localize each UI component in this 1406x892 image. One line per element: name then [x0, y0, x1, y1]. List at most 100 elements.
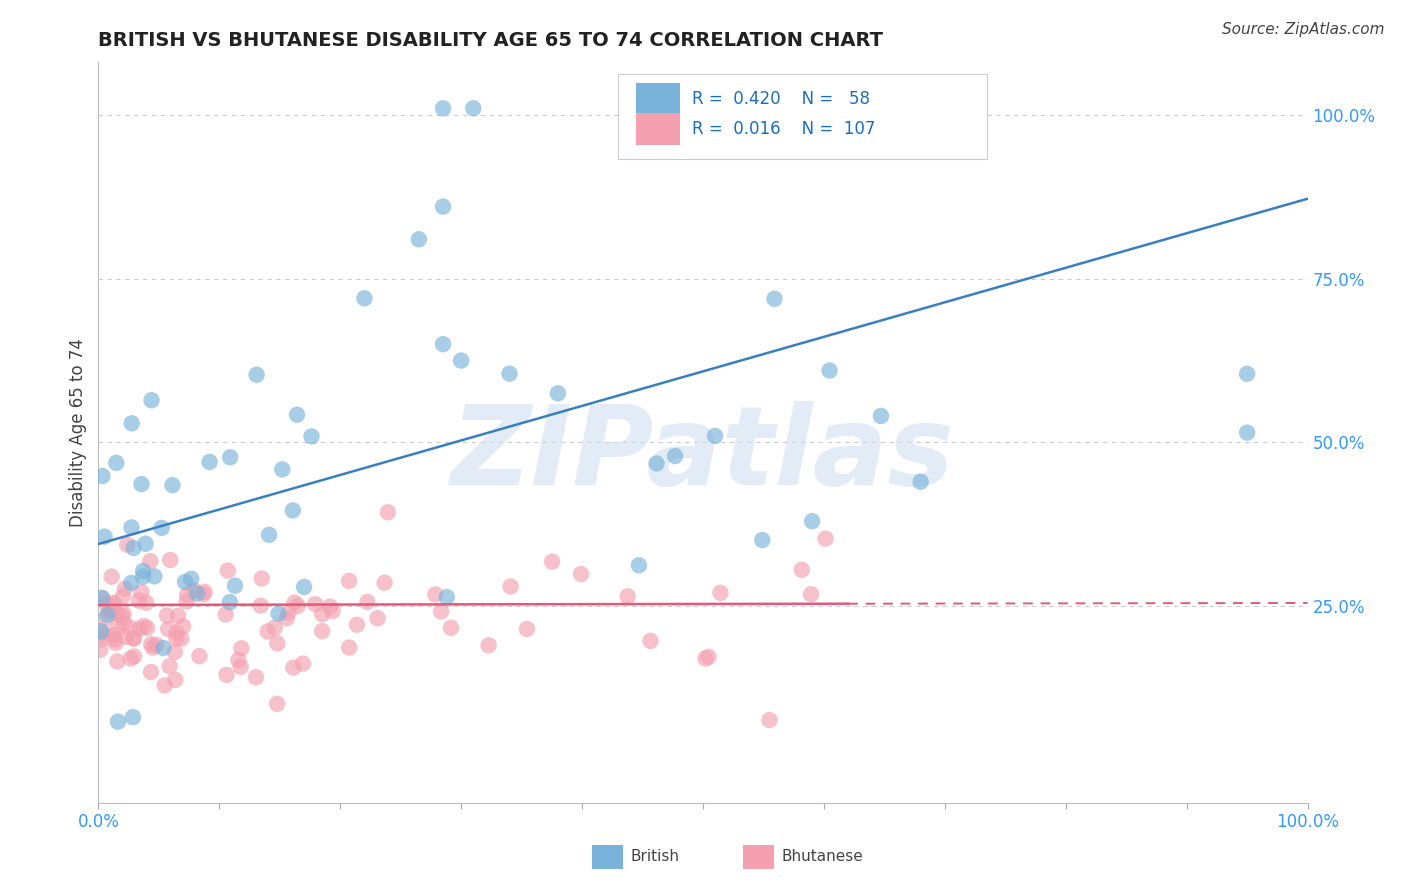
Point [1236, 367, 1258, 381]
Point [432, 337, 454, 351]
Point [111, 590, 134, 604]
Point [188, 649, 211, 664]
Point [367, 611, 389, 625]
Point [1236, 425, 1258, 440]
Point [131, 585, 153, 599]
Point [263, 621, 285, 635]
Point [107, 622, 129, 636]
Point [356, 595, 378, 609]
Point [291, 657, 314, 671]
Point [319, 599, 342, 614]
Point [135, 596, 157, 610]
Point [541, 555, 564, 569]
Point [547, 386, 569, 401]
Point [136, 621, 159, 635]
Point [616, 590, 638, 604]
Point [276, 611, 298, 625]
Point [114, 582, 136, 596]
Point [266, 697, 288, 711]
Point [186, 586, 208, 600]
Point [758, 713, 780, 727]
Point [159, 553, 181, 567]
Text: Source: ZipAtlas.com: Source: ZipAtlas.com [1222, 22, 1385, 37]
Point [516, 622, 538, 636]
Point [139, 665, 162, 679]
Point [627, 558, 650, 573]
Point [122, 541, 145, 555]
Point [249, 599, 271, 613]
Point [801, 514, 824, 528]
Point [285, 408, 308, 422]
FancyBboxPatch shape [637, 112, 681, 145]
Point [463, 101, 485, 115]
Point [408, 232, 430, 246]
Point [142, 640, 165, 655]
Point [91, 591, 114, 605]
Point [430, 604, 453, 618]
Point [150, 521, 173, 535]
Text: BRITISH VS BHUTANESE DISABILITY AGE 65 TO 74 CORRELATION CHART: BRITISH VS BHUTANESE DISABILITY AGE 65 T… [98, 30, 883, 50]
Point [283, 596, 305, 610]
Point [121, 520, 143, 534]
Point [311, 607, 333, 622]
Point [229, 660, 252, 674]
Point [436, 590, 458, 604]
Point [709, 586, 731, 600]
Point [105, 456, 128, 470]
Point [96, 598, 118, 612]
Point [93, 627, 115, 641]
Point [94, 612, 117, 626]
Point [283, 661, 305, 675]
Point [910, 475, 932, 489]
Point [114, 630, 136, 644]
Point [287, 599, 309, 613]
Point [704, 429, 727, 443]
Point [353, 291, 375, 305]
Point [156, 608, 179, 623]
Point [224, 579, 246, 593]
Point [152, 641, 174, 656]
Point [128, 593, 150, 607]
Point [165, 632, 187, 646]
Point [141, 637, 163, 651]
Point [104, 636, 127, 650]
Point [337, 574, 360, 588]
Point [172, 619, 194, 633]
Point [165, 673, 187, 687]
Point [228, 653, 250, 667]
Point [763, 292, 786, 306]
Point [498, 367, 520, 381]
Text: British: British [630, 849, 679, 864]
Point [121, 417, 143, 431]
Point [115, 538, 138, 552]
Point [664, 449, 686, 463]
Point [432, 101, 454, 115]
Point [96, 607, 118, 622]
Point [143, 569, 166, 583]
Point [245, 670, 267, 684]
Point [180, 572, 202, 586]
Point [640, 634, 662, 648]
FancyBboxPatch shape [637, 83, 681, 116]
Point [105, 607, 128, 621]
Point [122, 710, 145, 724]
Point [301, 429, 323, 443]
Point [170, 632, 193, 646]
Point [277, 606, 299, 620]
Point [245, 368, 267, 382]
Point [90, 591, 112, 606]
Point [432, 200, 454, 214]
Point [120, 651, 142, 665]
Point [131, 477, 153, 491]
Point [111, 608, 134, 623]
Point [697, 649, 720, 664]
Point [217, 564, 239, 578]
FancyBboxPatch shape [619, 73, 987, 159]
Point [122, 649, 145, 664]
Point [215, 607, 238, 622]
Point [90, 624, 112, 639]
Y-axis label: Disability Age 65 to 74: Disability Age 65 to 74 [69, 338, 87, 527]
Point [337, 640, 360, 655]
Point [292, 580, 315, 594]
Point [751, 533, 773, 547]
